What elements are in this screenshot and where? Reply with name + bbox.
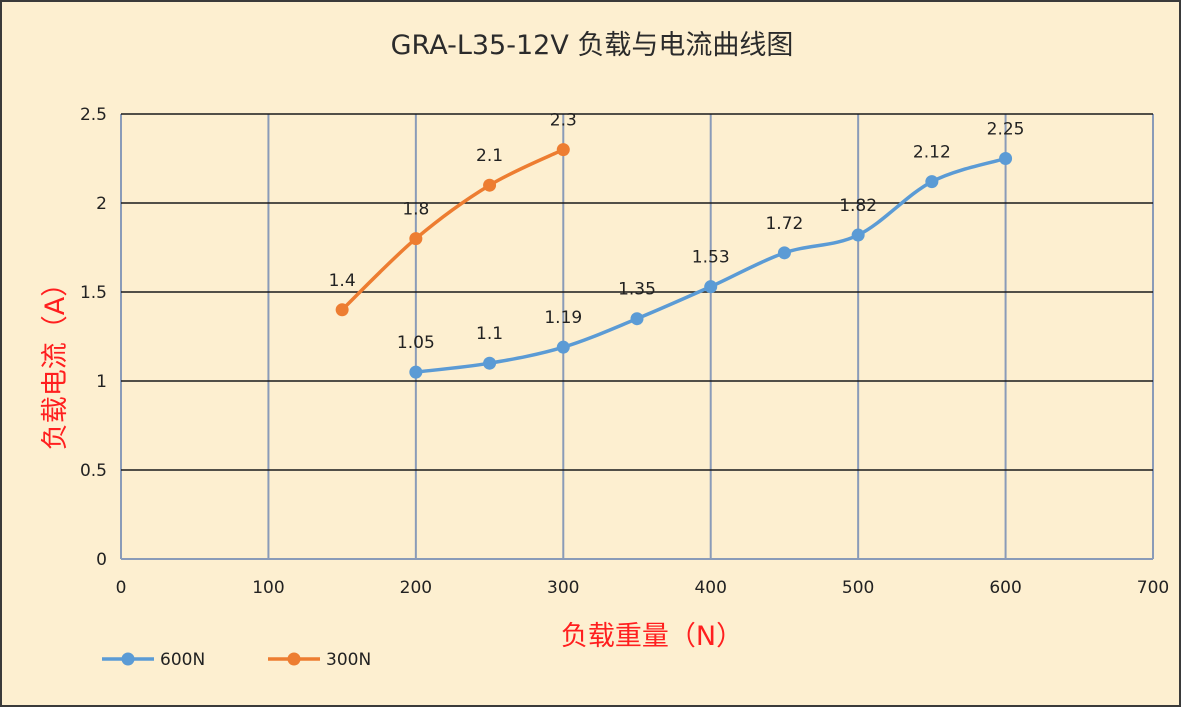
grid-lines	[120, 113, 1154, 560]
legend: 600N 300N	[102, 650, 371, 670]
series-600N	[409, 152, 1013, 379]
data-label: 2.1	[476, 146, 503, 166]
legend-item-600N: 600N	[102, 650, 205, 670]
y-tick-label: 1.5	[80, 283, 107, 303]
y-axis-title: 负载电流（A）	[40, 270, 71, 450]
data-label: 1.19	[544, 308, 582, 328]
data-label: 1.53	[692, 248, 730, 268]
data-point	[483, 356, 497, 370]
axis-tick-labels: 0 100 200 300 400 500 600 700 0 0.5 1 1.5 2 2.5	[80, 105, 1169, 598]
legend-label: 300N	[326, 650, 371, 670]
data-label: 2.3	[550, 111, 577, 131]
data-label: 1.1	[476, 324, 503, 344]
data-point	[777, 246, 791, 260]
data-label: 2.12	[913, 143, 951, 163]
x-tick-label: 300	[547, 578, 579, 598]
series-line	[340, 147, 566, 312]
data-point	[704, 280, 718, 294]
x-tick-label: 100	[252, 578, 284, 598]
y-tick-label: 0	[96, 550, 107, 570]
data-point	[556, 340, 570, 354]
data-point	[630, 312, 644, 326]
data-point	[409, 365, 423, 379]
legend-marker	[287, 652, 301, 666]
legend-label: 600N	[160, 650, 205, 670]
x-tick-label: 500	[842, 578, 874, 598]
y-tick-label: 1	[96, 372, 107, 392]
y-tick-label: 2.5	[80, 105, 107, 125]
data-point	[556, 143, 570, 157]
data-point	[483, 178, 497, 192]
data-label: 2.25	[987, 120, 1025, 140]
data-label: 1.8	[402, 200, 429, 220]
x-tick-label: 200	[400, 578, 432, 598]
x-tick-label: 0	[116, 578, 127, 598]
y-tick-label: 2	[96, 194, 107, 214]
data-point	[335, 303, 349, 317]
data-point	[925, 175, 939, 189]
data-label: 1.4	[329, 271, 356, 291]
x-tick-label: 600	[989, 578, 1021, 598]
data-label: 1.05	[397, 333, 435, 353]
x-axis-title: 负载重量（N）	[561, 621, 743, 652]
series-300N	[335, 143, 570, 317]
x-tick-label: 700	[1137, 578, 1169, 598]
legend-item-300N: 300N	[268, 650, 371, 670]
data-point	[409, 232, 423, 246]
legend-marker	[121, 652, 135, 666]
series-lines	[335, 143, 1013, 379]
data-label: 1.35	[618, 280, 656, 300]
data-label: 1.72	[765, 214, 803, 234]
data-labels: 1.05 1.1 1.19 1.35 1.53 1.72 1.82 2.12 2.25 1.4 1.…	[329, 111, 1025, 354]
data-point	[851, 228, 865, 242]
y-tick-label: 0.5	[80, 461, 107, 481]
x-tick-label: 400	[694, 578, 726, 598]
data-label: 1.82	[839, 196, 877, 216]
chart-title: GRA-L35-12V 负载与电流曲线图	[391, 30, 794, 61]
data-point	[999, 152, 1013, 165]
